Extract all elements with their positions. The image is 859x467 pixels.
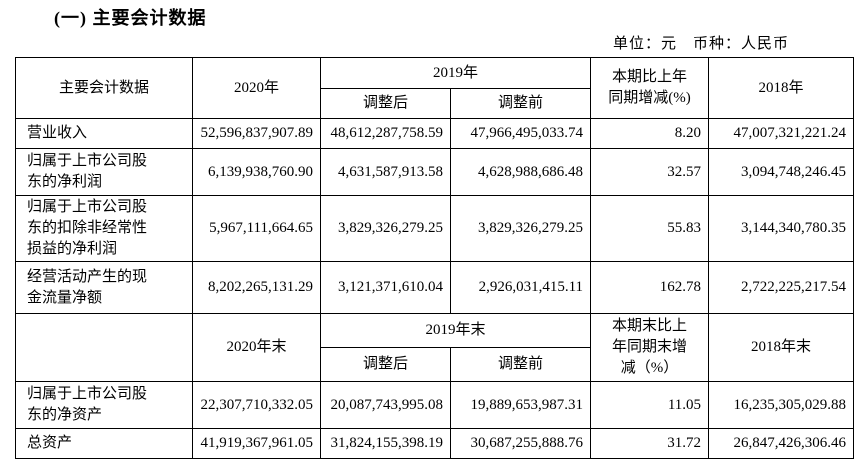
value-change-pct: 11.05 — [590, 381, 710, 429]
subheader-original: 调整前 — [449, 347, 592, 382]
table-row-net-assets: 归属于上市公司股 东的净资产 22,307,710,332.05 20,087,… — [15, 381, 855, 429]
col-header-change: 本期比上年 同期增减(%) — [590, 57, 710, 119]
value-2019-adjusted: 4,631,587,913.58 — [320, 148, 451, 196]
value-2018: 47,007,321,221.24 — [708, 118, 855, 149]
value-2019-adjusted: 48,612,287,758.59 — [320, 118, 451, 149]
value-2018: 2,722,225,217.54 — [708, 261, 855, 314]
value-2019-original: 30,687,255,888.76 — [449, 428, 592, 459]
table-row-net-profit: 归属于上市公司股 东的净利润 6,139,938,760.90 4,631,58… — [15, 148, 855, 196]
value-2019-original: 4,628,988,686.48 — [449, 148, 592, 196]
value-change-pct: 55.83 — [590, 195, 710, 262]
subheader-adjusted: 调整后 — [320, 88, 451, 119]
row-label: 经营活动产生的现 金流量净额 — [15, 261, 193, 314]
unit-currency-note: 单位：元 币种：人民币 — [612, 36, 789, 52]
value-2020: 6,139,938,760.90 — [192, 148, 321, 196]
value-2018: 3,094,748,246.45 — [708, 148, 855, 196]
col-header-blank — [15, 313, 193, 382]
value-2020: 41,919,367,961.05 — [192, 428, 321, 459]
subheader-row-annual: 调整后 调整前 — [16, 88, 854, 119]
col-header-2020-end: 2020年末 — [192, 313, 321, 382]
value-2019-original: 47,966,495,033.74 — [449, 118, 592, 149]
value-2019-original: 19,889,653,987.31 — [449, 381, 592, 429]
value-2020: 22,307,710,332.05 — [192, 381, 321, 429]
col-header-main-data: 主要会计数据 — [15, 57, 193, 119]
col-header-2018: 2018年 — [708, 57, 855, 119]
value-2019-adjusted: 20,087,743,995.08 — [320, 381, 451, 429]
col-header-2020: 2020年 — [192, 57, 321, 119]
table-row-revenue: 营业收入 52,596,837,907.89 48,612,287,758.59… — [15, 118, 855, 149]
row-label: 营业收入 — [15, 118, 193, 149]
value-change-pct: 32.57 — [590, 148, 710, 196]
subheader-row-period-end: 调整后 调整前 — [16, 347, 854, 382]
value-2018: 3,144,340,780.35 — [708, 195, 855, 262]
table-row-net-profit-excl-nonrecurring: 归属于上市公司股 东的扣除非经常性 损益的净利润 5,967,111,664.6… — [15, 195, 855, 262]
value-2020: 8,202,265,131.29 — [192, 261, 321, 314]
section-title: (一) 主要会计数据 — [54, 8, 207, 28]
value-2019-adjusted: 3,829,326,279.25 — [320, 195, 451, 262]
row-label: 总资产 — [15, 428, 193, 459]
col-header-2019: 2019年 — [319, 57, 592, 89]
col-header-2018-end: 2018年末 — [708, 313, 855, 382]
value-2020: 5,967,111,664.65 — [192, 195, 321, 262]
subheader-original: 调整前 — [449, 88, 592, 119]
value-2019-original: 3,829,326,279.25 — [449, 195, 592, 262]
value-change-pct: 162.78 — [590, 261, 710, 314]
row-label: 归属于上市公司股 东的扣除非经常性 损益的净利润 — [15, 195, 193, 262]
table-row-total-assets: 总资产 41,919,367,961.05 31,824,155,398.19 … — [15, 428, 855, 459]
col-header-2019-end: 2019年末 — [319, 313, 592, 348]
row-label: 归属于上市公司股 东的净资产 — [15, 381, 193, 429]
value-2019-adjusted: 31,824,155,398.19 — [320, 428, 451, 459]
subheader-adjusted: 调整后 — [320, 347, 451, 382]
col-header-end-change: 本期末比上 年同期末增 减（%） — [590, 313, 710, 382]
header-row-period-end: 2020年末 2019年末 本期末比上 年同期末增 减（%） 2018年末 — [15, 313, 855, 382]
value-2019-original: 2,926,031,415.11 — [449, 261, 592, 314]
value-2018: 26,847,426,306.46 — [708, 428, 855, 459]
value-2018: 16,235,305,029.88 — [708, 381, 855, 429]
value-change-pct: 31.72 — [590, 428, 710, 459]
main-accounting-data-table: 主要会计数据 2020年 2019年 本期比上年 同期增减(%) 2018年 调… — [15, 57, 855, 459]
value-change-pct: 8.20 — [590, 118, 710, 149]
value-2020: 52,596,837,907.89 — [192, 118, 321, 149]
value-2019-adjusted: 3,121,371,610.04 — [320, 261, 451, 314]
header-row-annual: 主要会计数据 2020年 2019年 本期比上年 同期增减(%) 2018年 — [15, 57, 855, 119]
row-label: 归属于上市公司股 东的净利润 — [15, 148, 193, 196]
table-row-operating-cash-flow: 经营活动产生的现 金流量净额 8,202,265,131.29 3,121,37… — [15, 261, 855, 314]
